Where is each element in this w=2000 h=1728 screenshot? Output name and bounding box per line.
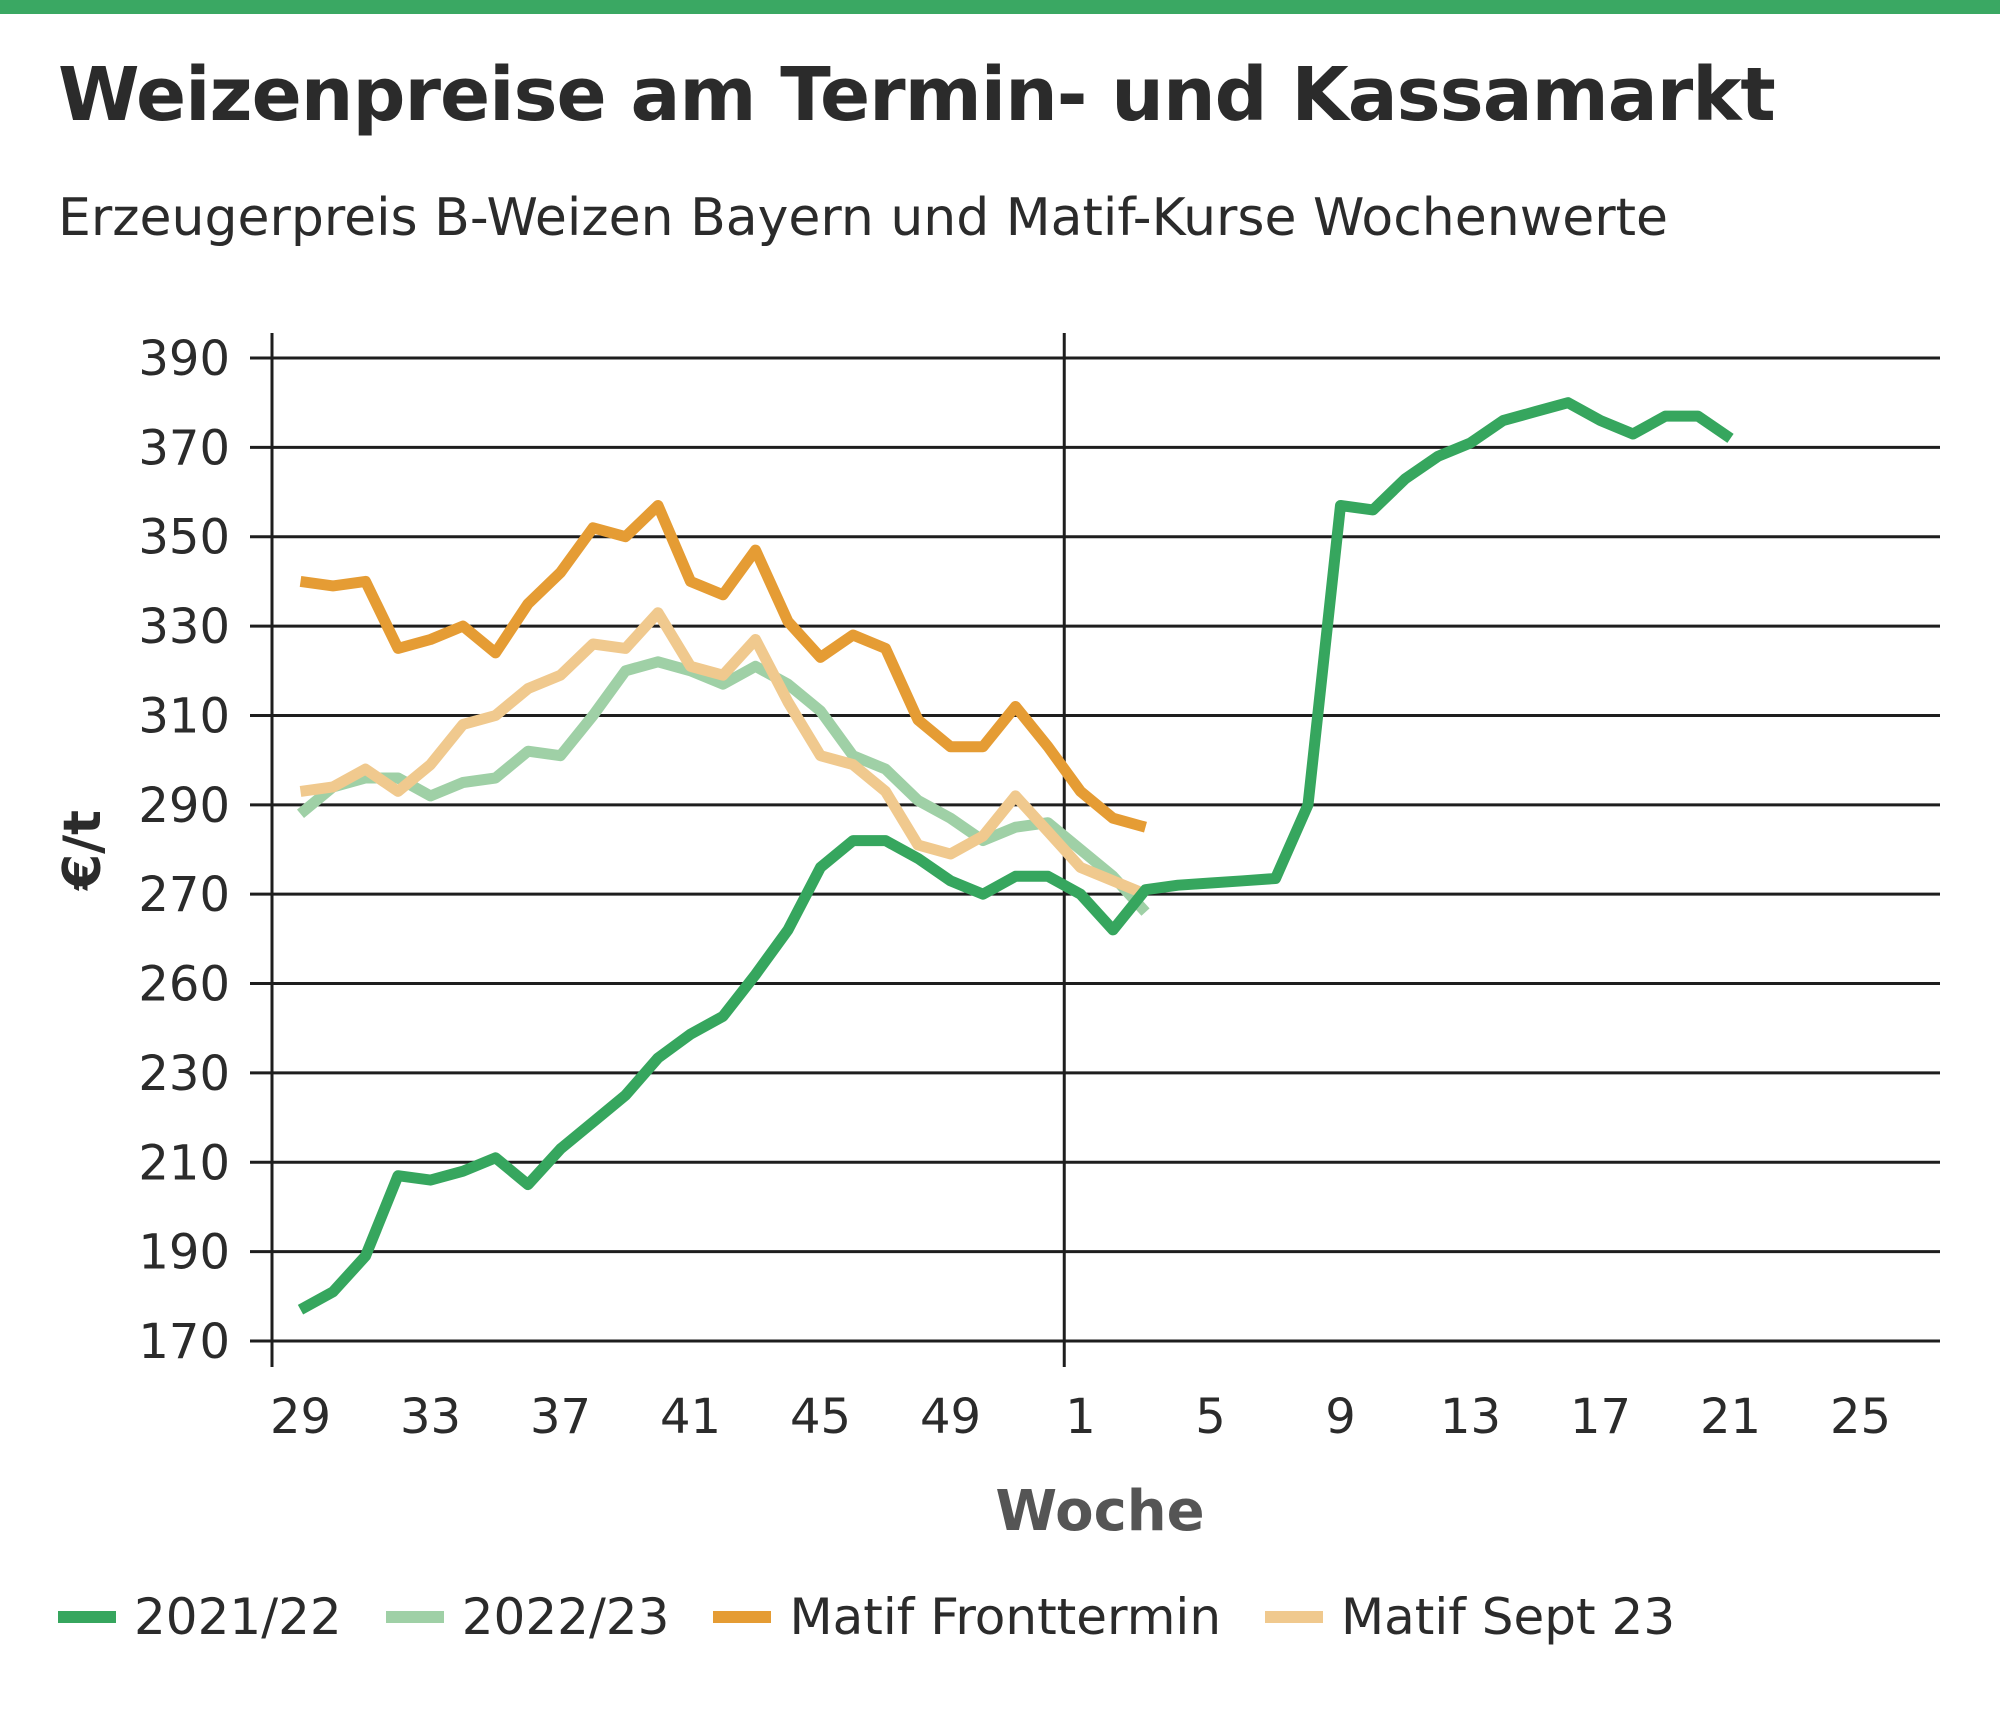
legend-item-2021-22: 2021/22 (58, 1588, 342, 1646)
legend-label-2021-22: 2021/22 (134, 1588, 342, 1646)
legend: 2021/22 2022/23 Matif Fronttermin Matif … (58, 1588, 1719, 1646)
y-tick-label-350: 350 (138, 510, 230, 566)
y-tick-label-310: 310 (138, 688, 230, 744)
chart-title: Weizenpreise am Termin- und Kassamarkt (58, 52, 1776, 138)
y-tick-label-370: 370 (138, 420, 230, 476)
series-line-2021-22 (297, 397, 1734, 1315)
x-tick-label-9: 9 (1325, 1389, 1356, 1445)
legend-label-matif-sept-23: Matif Sept 23 (1341, 1588, 1676, 1646)
y-tick-label-390: 390 (138, 331, 230, 387)
y-axis-tick-labels: 170 190 210 230 260 270 290 310 330 350 370 390 (138, 331, 230, 1370)
x-tick-label-13: 13 (1440, 1389, 1501, 1445)
legend-swatch-matif-sept-23 (1265, 1611, 1324, 1623)
chart-subtitle: Erzeugerpreis B-Weizen Bayern und Matif-… (58, 188, 1668, 248)
y-tick-label-170: 170 (138, 1314, 230, 1370)
legend-item-matif-sept-23: Matif Sept 23 (1265, 1588, 1675, 1646)
legend-item-matif-fronttermin: Matif Fronttermin (713, 1588, 1221, 1646)
x-axis-tick-labels: 29 33 37 41 45 49 1 5 9 13 17 21 25 (270, 1389, 1891, 1445)
x-tick-label-33: 33 (400, 1389, 461, 1445)
series-lines (296, 397, 1734, 1315)
y-axis-label: €/t (53, 810, 113, 891)
x-tick-label-29: 29 (270, 1389, 331, 1445)
x-tick-label-1: 1 (1065, 1389, 1096, 1445)
line-chart: 170 190 210 230 260 270 290 310 330 350 370 390 29 3… (53, 331, 1940, 1544)
y-tick-label-260: 260 (138, 957, 230, 1013)
y-tick-label-290: 290 (138, 778, 230, 834)
legend-label-2022-23: 2022/23 (461, 1588, 670, 1646)
x-tick-label-25: 25 (1830, 1389, 1891, 1445)
x-tick-label-41: 41 (660, 1389, 721, 1445)
series-line-matif-fronttermin (299, 500, 1147, 833)
series-line-2022-23 (296, 656, 1150, 916)
x-axis-label: Woche (995, 1479, 1204, 1544)
x-tick-label-49: 49 (920, 1389, 981, 1445)
y-tick-label-230: 230 (138, 1046, 230, 1102)
y-tick-label-210: 210 (138, 1135, 230, 1191)
x-tick-label-45: 45 (790, 1389, 851, 1445)
x-tick-label-5: 5 (1195, 1389, 1226, 1445)
y-tick-label-190: 190 (138, 1225, 230, 1281)
x-tick-label-21: 21 (1700, 1389, 1761, 1445)
x-tick-label-17: 17 (1570, 1389, 1631, 1445)
top-accent-bar (0, 0, 2000, 14)
legend-label-matif-fronttermin: Matif Fronttermin (789, 1588, 1222, 1646)
legend-swatch-2022-23 (385, 1611, 444, 1623)
y-tick-label-270: 270 (138, 867, 230, 923)
gridlines (250, 333, 1940, 1367)
legend-swatch-matif-fronttermin (713, 1611, 772, 1623)
x-tick-label-37: 37 (530, 1389, 591, 1445)
legend-swatch-2021-22 (58, 1611, 116, 1623)
y-tick-label-330: 330 (138, 599, 230, 655)
legend-item-2022-23: 2022/23 (385, 1588, 670, 1646)
series-line-matif-sept-23 (299, 607, 1148, 900)
